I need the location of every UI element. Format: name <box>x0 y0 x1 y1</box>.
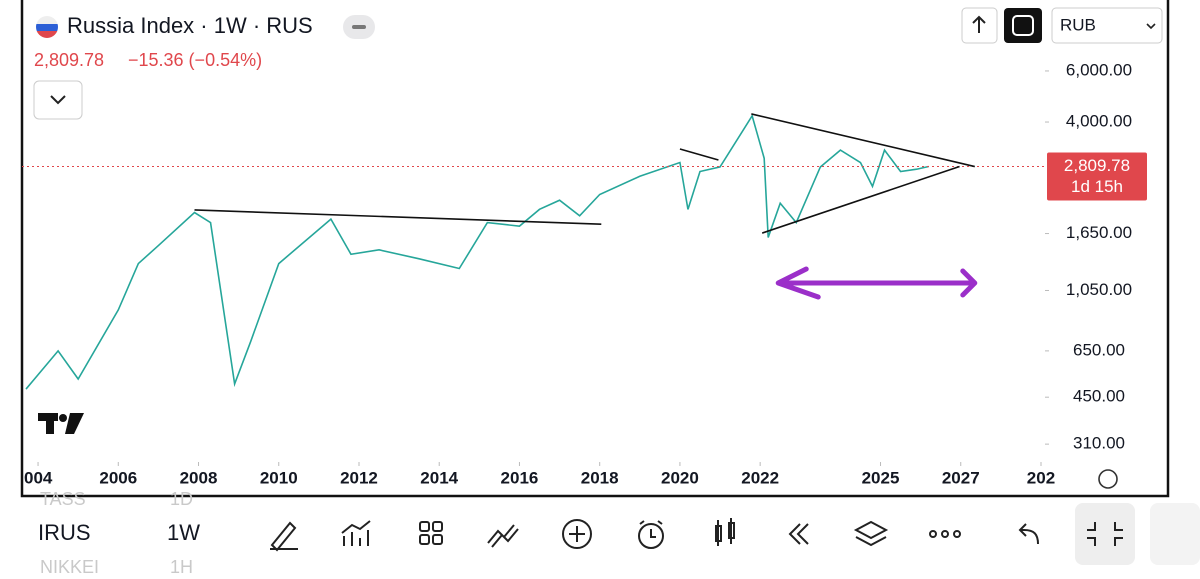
currency-label: RUB <box>1060 15 1096 34</box>
indicators-icon[interactable] <box>341 520 371 546</box>
last-price: 2,809.78 <box>34 50 104 70</box>
settings-icon[interactable] <box>1098 469 1118 489</box>
chart-title: Russia Index · 1W · RUS <box>67 13 313 38</box>
price-tag-countdown: 1d 15h <box>1071 177 1123 196</box>
behind-symbol: NIKKEI <box>40 557 99 574</box>
x-tick-label: 2016 <box>501 468 539 487</box>
fullscreen-button[interactable] <box>1004 8 1042 43</box>
x-tick-label: 004 <box>24 468 53 487</box>
y-tick-label: 1,050.00 <box>1066 280 1132 299</box>
y-tick-label: 450.00 <box>1073 387 1125 406</box>
alert-icon[interactable] <box>638 523 664 549</box>
exit-fullscreen-icon <box>1087 522 1123 546</box>
x-tick-label: 2027 <box>942 468 980 487</box>
behind-symbol: TASS <box>40 489 86 509</box>
chevron-icon <box>1146 23 1156 30</box>
trendline <box>679 148 719 161</box>
trendline <box>751 113 975 168</box>
y-tick-label: 310.00 <box>1073 434 1125 453</box>
x-tick-label: 2022 <box>741 468 779 487</box>
x-tick-label: 2012 <box>340 468 378 487</box>
trendline <box>194 209 602 225</box>
x-tick-label: 202 <box>1027 468 1055 487</box>
price-tag-value: 2,809.78 <box>1064 156 1130 175</box>
x-tick-label: 2018 <box>581 468 619 487</box>
x-tick-label: 2008 <box>180 468 218 487</box>
behind-interval: 1H <box>170 557 193 574</box>
x-tick-label: 2010 <box>260 468 298 487</box>
y-tick-label: 4,000.00 <box>1066 112 1132 131</box>
price-tag <box>1047 152 1147 201</box>
price-line <box>25 113 929 390</box>
dropdown-button[interactable] <box>33 80 83 120</box>
exit-fullscreen-button[interactable] <box>1075 503 1135 565</box>
chart-frame <box>20 0 1170 498</box>
compare-icon[interactable] <box>487 524 519 548</box>
up-icon <box>972 15 986 33</box>
toolbar-symbol[interactable]: IRUS <box>38 520 91 545</box>
tv-logo <box>38 413 84 434</box>
chevron-icon <box>50 95 66 105</box>
trendline <box>761 165 960 234</box>
flag <box>36 16 58 38</box>
x-tick-label: 2025 <box>862 468 900 487</box>
behind-interval: 1D <box>170 489 193 509</box>
currency-select[interactable] <box>1051 7 1163 44</box>
fullscreen-icon <box>1012 15 1034 36</box>
collapse-icon <box>352 25 366 29</box>
undo-icon[interactable] <box>1018 523 1039 545</box>
layout-icon[interactable] <box>419 521 430 532</box>
double-arrow <box>775 266 978 300</box>
side-button[interactable] <box>1150 503 1200 565</box>
toolbar-icons <box>270 518 1039 552</box>
y-tick-label: 6,000.00 <box>1066 60 1132 79</box>
price-change: −15.36 (−0.54%) <box>128 50 262 70</box>
add-icon[interactable] <box>562 519 592 549</box>
more-icon[interactable] <box>929 530 937 538</box>
replay-icon[interactable] <box>788 523 809 545</box>
toolbar-interval[interactable]: 1W <box>167 520 200 545</box>
toolbar <box>0 499 1200 574</box>
x-tick-label: 2014 <box>420 468 458 487</box>
draw-icon[interactable] <box>270 521 298 552</box>
x-tick-label: 2020 <box>661 468 699 487</box>
y-tick-label: 650.00 <box>1073 340 1125 359</box>
layers-icon[interactable] <box>853 520 889 547</box>
y-tick-label: 1,650.00 <box>1066 223 1132 242</box>
x-tick-label: 2006 <box>99 468 137 487</box>
